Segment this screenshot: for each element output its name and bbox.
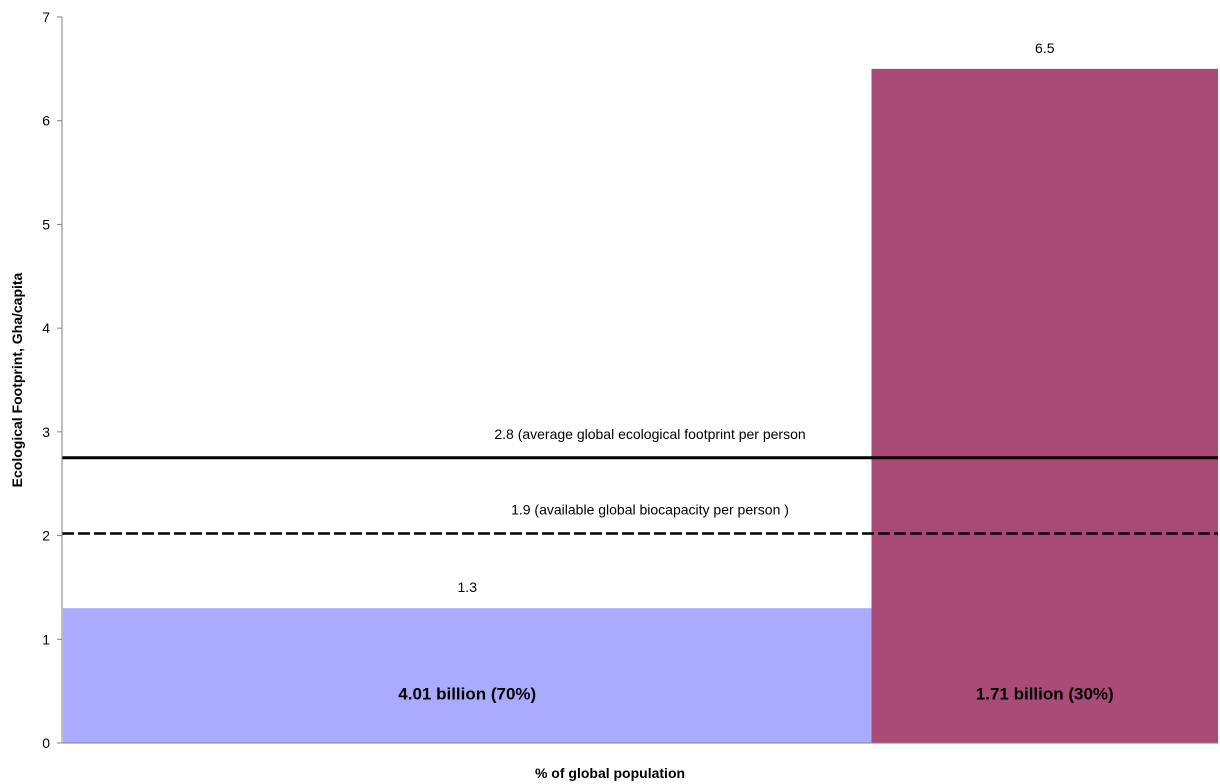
- bar-2: [871, 68, 1218, 744]
- y-tick-label: 2: [42, 528, 50, 544]
- bar-value-label: 1.3: [458, 579, 478, 595]
- y-tick-label: 6: [42, 113, 50, 129]
- bar-category-label: 4.01 billion (70%): [398, 684, 536, 703]
- bar-1: [63, 608, 872, 743]
- y-tick-label: 5: [42, 216, 50, 232]
- bar-category-label: 1.71 billion (30%): [976, 684, 1114, 703]
- bar-value-label: 6.5: [1035, 40, 1055, 56]
- bars-group: [63, 68, 1218, 744]
- reference-line-label: 2.8 (average global ecological footprint…: [494, 426, 805, 442]
- axes-group: [61, 17, 1218, 744]
- y-tick-label: 4: [42, 320, 50, 336]
- labels-group: 1.3 4.01 billion (70%) 6.5 1.71 billion (30…: [398, 40, 1113, 704]
- y-ticks-group: 0 1 2 3 4 5 6 7: [42, 9, 62, 751]
- y-tick-label: 3: [42, 424, 50, 440]
- y-tick-label: 1: [42, 631, 50, 647]
- x-axis-title: % of global population: [535, 765, 685, 781]
- reference-line-label: 1.9 (available global biocapacity per pe…: [511, 501, 789, 517]
- y-tick-label: 7: [42, 9, 50, 25]
- reference-lines-group: [62, 456, 1218, 535]
- y-axis-title: Ecological Footprint, Gha/capita: [9, 272, 25, 487]
- y-tick-label: 0: [42, 735, 50, 751]
